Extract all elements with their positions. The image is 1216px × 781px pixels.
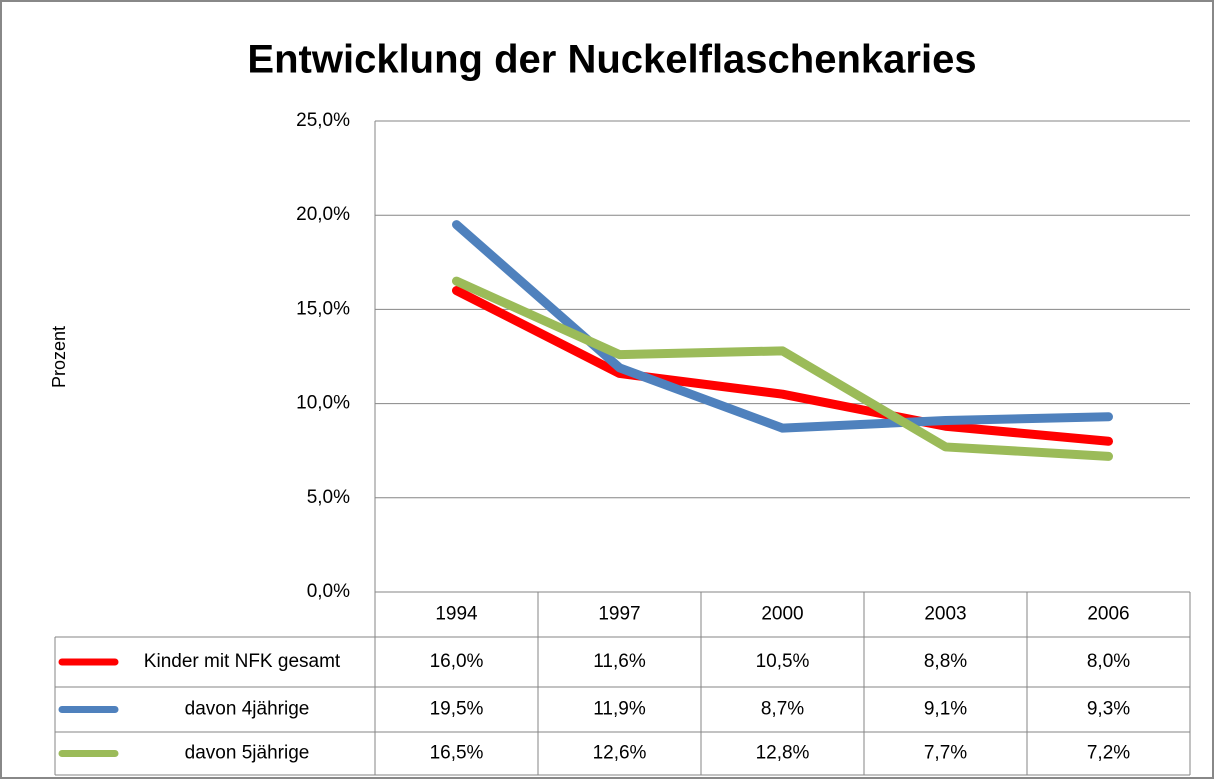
table-value: 8,0% [1087,651,1130,672]
table-value: 16,0% [430,651,484,672]
y-tick-label: 25,0% [296,110,350,131]
series-line [452,220,1113,433]
x-tick-label: 2003 [924,604,966,625]
chart-title: Entwicklung der Nuckelflaschenkaries [247,38,976,82]
y-axis-label: Prozent [49,326,69,388]
x-tick-label: 1997 [598,604,640,625]
table-value: 9,3% [1087,699,1130,720]
y-tick-label: 20,0% [296,204,350,225]
table-value: 8,8% [924,651,967,672]
table-value: 11,6% [593,651,646,672]
x-tick-label: 1994 [435,604,478,625]
table-value: 12,8% [756,743,810,764]
series-line [452,276,1113,461]
x-tick-label: 2006 [1087,604,1129,625]
table-value: 7,7% [924,743,967,764]
series-line [452,286,1113,446]
table-value: 11,9% [593,699,646,720]
legend-label: davon 4jährige [185,699,310,720]
table-value: 10,5% [756,651,810,672]
y-tick-label: 15,0% [296,298,350,319]
table-value: 16,5% [430,743,484,764]
y-tick-label: 0,0% [307,581,350,602]
table-value: 12,6% [593,743,647,764]
x-tick-label: 2000 [761,604,803,625]
legend-label: Kinder mit NFK gesamt [144,651,341,672]
legend-label: davon 5jährige [185,743,310,764]
y-tick-label: 10,0% [296,393,350,414]
table-value: 7,2% [1087,743,1130,764]
table-value: 9,1% [924,699,967,720]
table-value: 8,7% [761,699,804,720]
table-value: 19,5% [430,699,484,720]
y-tick-label: 5,0% [307,487,350,508]
